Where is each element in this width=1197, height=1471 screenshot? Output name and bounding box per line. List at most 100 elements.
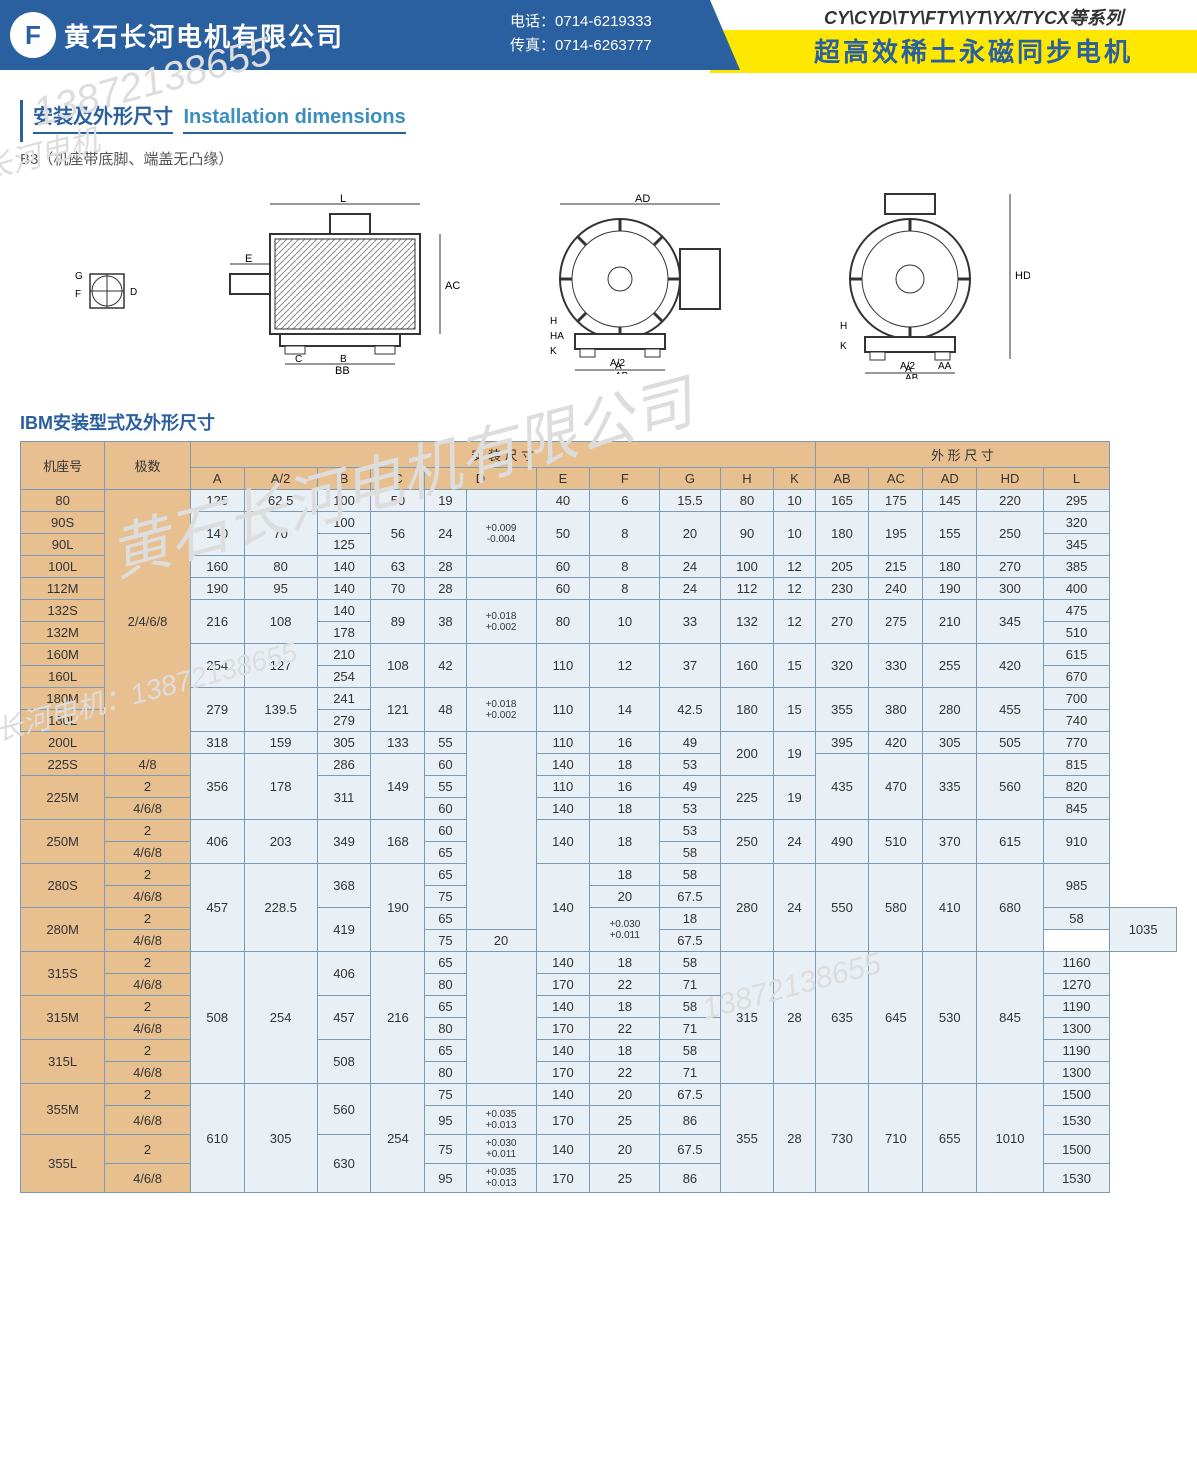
cell: 610 (190, 1084, 244, 1193)
cell: 4/6/8 (105, 930, 191, 952)
cell: 370 (923, 820, 977, 864)
cell: 139.5 (244, 688, 317, 732)
cell: 58 (660, 1040, 720, 1062)
cell: 700 (1043, 688, 1110, 710)
cell: 132M (21, 622, 105, 644)
col-pole: 极数 (105, 442, 191, 490)
cell: 19 (425, 490, 466, 512)
cell: 14 (590, 688, 660, 732)
svg-text:H: H (840, 321, 847, 332)
cell: 28 (774, 952, 815, 1084)
cell: 140 (536, 864, 590, 952)
cell: 580 (869, 864, 923, 952)
page-header: F 黄石长河电机有限公司 电话：0714-6219333 传真：0714-626… (0, 0, 1197, 70)
cell: 508 (190, 952, 244, 1084)
cell: 60 (536, 556, 590, 578)
cell (466, 732, 536, 930)
cell: 395 (815, 732, 869, 754)
cell: +0.035 +0.013 (466, 1106, 536, 1135)
fax-value: 0714-6263777 (555, 37, 652, 54)
cell: 160 (720, 644, 774, 688)
cell: 42.5 (660, 688, 720, 732)
cell: 89 (371, 600, 425, 644)
cell: 985 (1043, 864, 1110, 908)
cell: 530 (923, 952, 977, 1084)
spec-table: 机座号 极数 安 装 尺 寸 外 形 尺 寸 AA/2BCDEFGHKABACA… (20, 441, 1177, 1193)
cell: 279 (317, 710, 371, 732)
cell: 140 (536, 952, 590, 974)
cell: 180 (720, 688, 774, 732)
cell: 100L (21, 556, 105, 578)
cell: 345 (1043, 534, 1110, 556)
cell: 230 (815, 578, 869, 600)
cell: 275 (869, 600, 923, 644)
cell: 42 (425, 644, 466, 688)
cell: 457 (317, 996, 371, 1040)
cell: 16 (590, 732, 660, 754)
col-HD: HD (977, 468, 1044, 490)
cell: 38 (425, 600, 466, 644)
cell: 19 (774, 732, 815, 776)
cell: 24 (774, 820, 815, 864)
cell: 910 (1043, 820, 1110, 864)
cell: 48 (425, 688, 466, 732)
cell: 160M (21, 644, 105, 666)
cell: 280 (923, 688, 977, 732)
cell: 37 (660, 644, 720, 688)
series-text: CY\CYD\TY\FTY\YT\YX/TYCX等系列 (710, 0, 1197, 30)
cell: 2 (105, 1135, 191, 1164)
cell: 1010 (977, 1084, 1044, 1193)
b3-note: B3（机座带底脚、端盖无凸缘） (20, 148, 1177, 169)
cell: 355M (21, 1084, 105, 1135)
cell: 63 (371, 556, 425, 578)
svg-text:L: L (340, 194, 346, 205)
cell: 305 (244, 1084, 317, 1193)
cell: 24 (660, 556, 720, 578)
cell: 58 (660, 952, 720, 974)
product-title: 超高效稀土永磁同步电机 (710, 30, 1197, 73)
cell: 62.5 (244, 490, 317, 512)
cell: 90L (21, 534, 105, 556)
cell: 160L (21, 666, 105, 688)
cell: 25 (590, 1164, 660, 1193)
cell: 2 (105, 996, 191, 1018)
cell: 110 (536, 732, 590, 754)
cell: 655 (923, 1084, 977, 1193)
cell: 4/8 (105, 754, 191, 776)
cell: 53 (660, 798, 720, 820)
cell: 680 (977, 864, 1044, 952)
drawing-front-view-2: HD HK A/2 AA A AB (810, 189, 1030, 379)
cell: 10 (590, 600, 660, 644)
cell: 510 (1043, 622, 1110, 644)
cell: 40 (536, 490, 590, 512)
cell: 200 (720, 732, 774, 776)
cell: 71 (660, 1018, 720, 1040)
cell: 635 (815, 952, 869, 1084)
cell: 295 (1043, 490, 1110, 512)
svg-text:K: K (550, 346, 557, 357)
cell: 241 (317, 688, 371, 710)
cell: 80 (536, 600, 590, 644)
col-group2: 外 形 尺 寸 (815, 442, 1110, 468)
cell: 80 (425, 1062, 466, 1084)
cell (466, 490, 536, 512)
cell: 140 (190, 512, 244, 556)
svg-text:H: H (550, 316, 557, 327)
cell: 20 (590, 886, 660, 908)
cell: 10 (774, 490, 815, 512)
cell: 140 (536, 820, 590, 864)
cell: 60 (425, 820, 466, 842)
cell: 250 (977, 512, 1044, 556)
cell: 15.5 (660, 490, 720, 512)
cell: 280 (720, 864, 774, 952)
cell: 140 (536, 996, 590, 1018)
cell: 160 (190, 556, 244, 578)
cell: 180 (815, 512, 869, 556)
cell: 67.5 (660, 930, 720, 952)
cell: 56 (371, 512, 425, 556)
cell: 140 (317, 556, 371, 578)
cell: 95 (425, 1164, 466, 1193)
col-frame: 机座号 (21, 442, 105, 490)
cell: 100 (317, 490, 371, 512)
cell: 86 (660, 1106, 720, 1135)
